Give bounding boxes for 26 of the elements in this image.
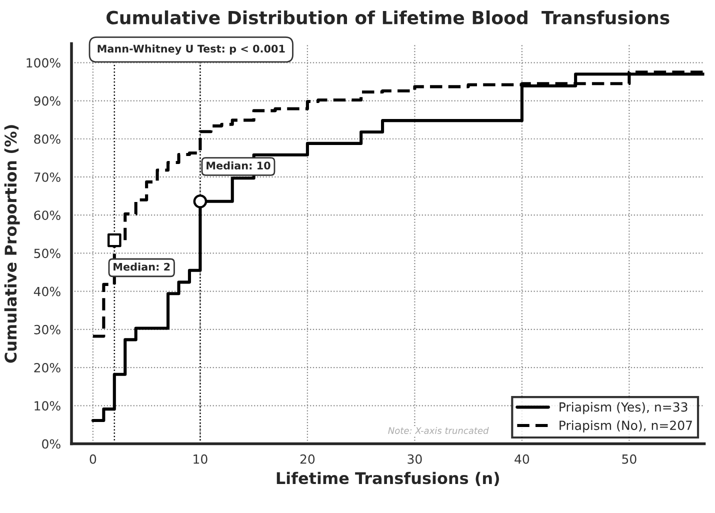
y-tick-label: 0% xyxy=(42,439,60,449)
x-tick-label: 10 xyxy=(194,454,208,464)
y-tick-label: 80% xyxy=(34,134,60,144)
x-tick-label: 20 xyxy=(300,454,315,464)
y-tick-label: 20% xyxy=(34,363,60,372)
y-tick-label: 60% xyxy=(34,210,60,220)
legend-label: Priapism (Yes), n=33 xyxy=(560,402,688,414)
y-tick-label: 10% xyxy=(34,401,60,411)
annotation: Note: X-axis truncated xyxy=(388,427,489,434)
y-tick-label: 90% xyxy=(34,96,60,106)
annotation: Mann-Whitney U Test: p < 0.001 xyxy=(98,44,285,55)
legend-label: Priapism (No), n=207 xyxy=(560,420,692,432)
annotation: Median: 2 xyxy=(114,262,170,271)
x-tick-label: 0 xyxy=(90,454,96,464)
annotation: Median: 10 xyxy=(206,161,270,170)
x-axis-title: Lifetime Transfusions (n) xyxy=(276,472,499,486)
chart-title: Cumulative Distribution of Lifetime Blood Transfusions xyxy=(106,10,670,24)
x-tick-label: 30 xyxy=(408,454,422,464)
x-tick-label: 50 xyxy=(622,454,636,464)
y-tick-label: 100% xyxy=(26,58,60,68)
y-axis-title: Cumulative Proportion (%) xyxy=(4,125,20,363)
y-tick-label: 70% xyxy=(34,172,60,182)
y-tick-label: 40% xyxy=(34,286,60,296)
y-tick-label: 30% xyxy=(34,324,60,334)
x-tick-label: 40 xyxy=(514,454,530,464)
y-tick-label: 50% xyxy=(34,248,60,258)
